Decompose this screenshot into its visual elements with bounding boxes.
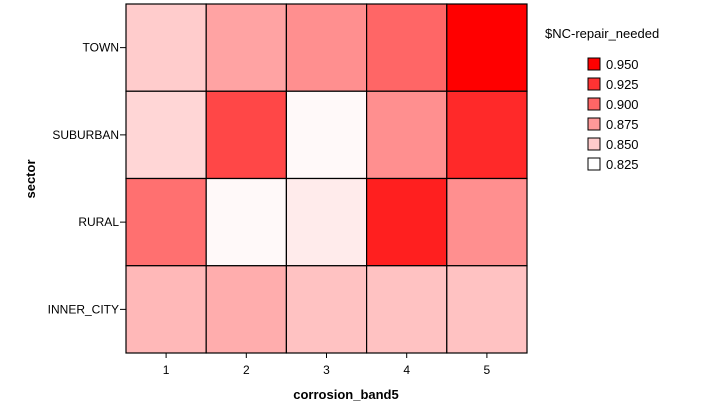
legend-label: 0.900: [606, 97, 639, 112]
legend-swatch: [587, 137, 601, 151]
x-tick-label: 3: [323, 363, 330, 377]
y-tick-label: TOWN: [83, 41, 119, 55]
legend-label: 0.925: [606, 77, 639, 92]
legend-swatch: [587, 157, 601, 171]
legend-label: 0.850: [606, 137, 639, 152]
legend-items: 0.950 0.925 0.900 0.875 0.850 0.825: [587, 57, 639, 172]
x-axis-title: corrosion_band5: [293, 387, 398, 402]
heatmap-cell: [446, 177, 528, 267]
heatmap-cell: [366, 3, 448, 92]
heatmap-cell: [205, 177, 287, 267]
heatmap-cell: [125, 3, 207, 92]
heatmap-cell: [125, 265, 207, 354]
heatmap-cell: [366, 265, 448, 354]
y-tick-label: INNER_CITY: [48, 302, 119, 316]
x-tick-label: 5: [484, 363, 491, 377]
heatmap-cells: [125, 3, 528, 354]
x-tick-label: 1: [163, 363, 170, 377]
heatmap-cell: [285, 265, 368, 354]
heatmap-cell: [205, 90, 287, 180]
y-axis-title: sector: [23, 159, 38, 198]
legend-swatch: [587, 57, 601, 71]
heatmap-cell: [125, 90, 207, 180]
heatmap-cell: [125, 177, 207, 267]
x-tick-label: 4: [403, 363, 410, 377]
legend: $NC-repair_needed 0.9500.9250.9000.8750.…: [545, 26, 659, 172]
heatmap-cell: [205, 265, 287, 354]
heatmap-cell: [205, 3, 287, 92]
x-axis: 1 2 3 4 5: [163, 353, 491, 377]
y-tick-label: RURAL: [78, 215, 119, 229]
legend-label: 0.825: [606, 157, 639, 172]
legend-swatch: [587, 97, 601, 111]
heatmap-cell: [446, 3, 528, 92]
heatmap-cell: [446, 265, 528, 354]
heatmap-cell: [285, 3, 368, 92]
x-tick-label: 2: [243, 363, 250, 377]
legend-swatch: [587, 77, 601, 91]
heatmap-cell: [285, 177, 368, 267]
legend-label: 0.875: [606, 117, 639, 132]
heatmap-cell: [366, 90, 448, 180]
legend-swatch: [587, 117, 601, 131]
heatmap-cell: [366, 177, 448, 267]
y-tick-label: SUBURBAN: [52, 128, 119, 142]
legend-title: $NC-repair_needed: [545, 26, 659, 41]
legend-label: 0.950: [606, 57, 639, 72]
y-axis: TOWN SUBURBAN RURAL INNER_CITY: [48, 41, 126, 316]
heatmap-cell: [446, 90, 528, 180]
heatmap-cell: [285, 90, 368, 180]
